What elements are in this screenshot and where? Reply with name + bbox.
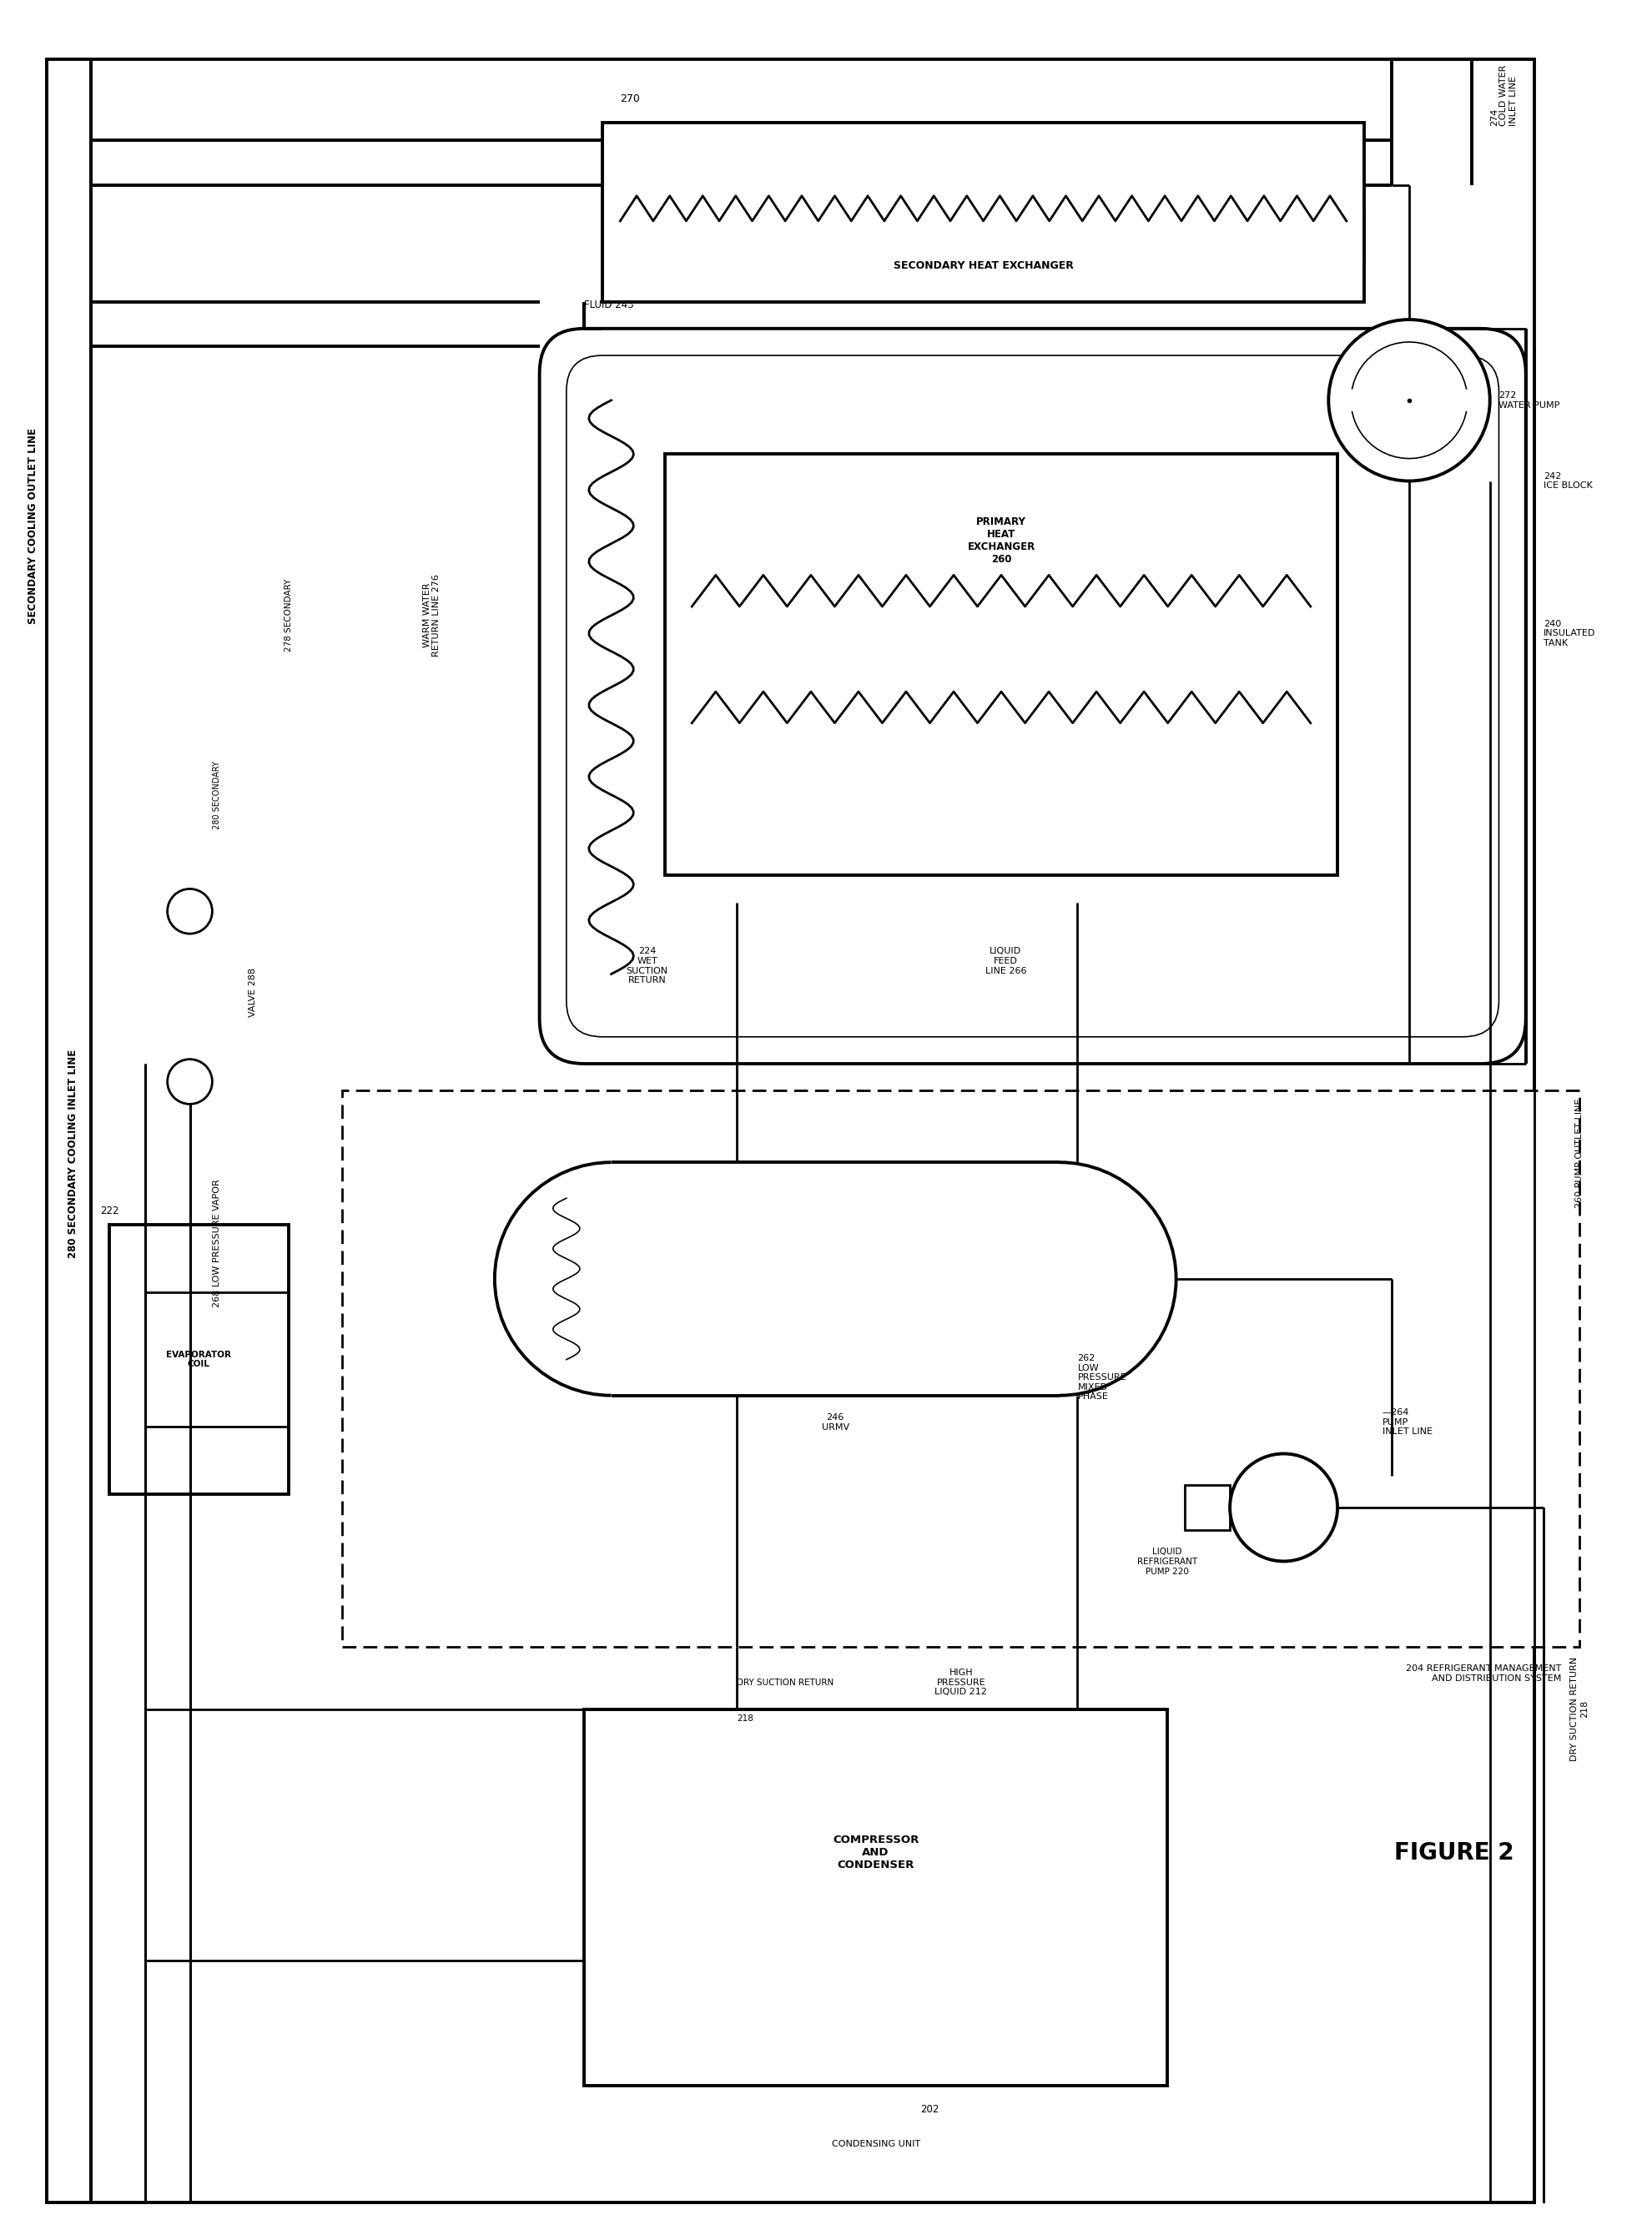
Text: EVAPORATOR
COIL: EVAPORATOR COIL: [167, 1350, 231, 1368]
Text: 262
LOW
PRESSURE
MIXED
PHASE: 262 LOW PRESSURE MIXED PHASE: [1077, 1354, 1125, 1401]
Text: 242
ICE BLOCK: 242 ICE BLOCK: [1543, 472, 1593, 489]
Text: 268 LOW PRESSURE VAPOR: 268 LOW PRESSURE VAPOR: [213, 1178, 221, 1307]
Bar: [342, 1091, 1579, 1647]
Bar: [1184, 1484, 1229, 1531]
Text: LIQUID
REFRIGERANT
PUMP 220: LIQUID REFRIGERANT PUMP 220: [1137, 1549, 1196, 1576]
Circle shape: [1229, 1453, 1336, 1562]
Text: SECONDARY COOLING OUTLET LINE: SECONDARY COOLING OUTLET LINE: [28, 427, 38, 624]
Bar: [611, 1162, 1059, 1395]
Bar: [664, 454, 1336, 876]
Text: 240
INSULATED
TANK: 240 INSULATED TANK: [1543, 619, 1594, 648]
Circle shape: [167, 1059, 211, 1104]
Text: 280 SECONDARY COOLING INLET LINE: 280 SECONDARY COOLING INLET LINE: [68, 1048, 79, 1258]
Text: 204 REFRIGERANT MANAGEMENT
AND DISTRIBUTION SYSTEM: 204 REFRIGERANT MANAGEMENT AND DISTRIBUT…: [1406, 1665, 1561, 1683]
Bar: [585, 1710, 1166, 2085]
Text: 222: 222: [101, 1205, 119, 1216]
Text: DRY SUCTION RETURN: DRY SUCTION RETURN: [737, 1678, 833, 1687]
Text: —264
PUMP
INLET LINE: —264 PUMP INLET LINE: [1381, 1408, 1432, 1437]
Text: 202: 202: [920, 2103, 938, 2114]
Text: PRIMARY
HEAT
EXCHANGER
260: PRIMARY HEAT EXCHANGER 260: [966, 516, 1034, 565]
Text: COMPRESSOR
AND
CONDENSER: COMPRESSOR AND CONDENSER: [833, 1835, 919, 1871]
Text: DRY SUCTION RETURN
218: DRY SUCTION RETURN 218: [1569, 1656, 1588, 1761]
Text: 272
WATER PUMP: 272 WATER PUMP: [1498, 391, 1559, 409]
Circle shape: [1328, 320, 1488, 481]
Text: WARM WATER
RETURN LINE 276: WARM WATER RETURN LINE 276: [423, 574, 441, 657]
Circle shape: [167, 890, 211, 934]
FancyBboxPatch shape: [539, 329, 1525, 1064]
FancyBboxPatch shape: [567, 355, 1498, 1037]
Text: VALVE 288: VALVE 288: [248, 968, 256, 1017]
Text: LIQUID
FEED
LINE 266: LIQUID FEED LINE 266: [985, 948, 1026, 974]
Text: 224
WET
SUCTION
RETURN: 224 WET SUCTION RETURN: [626, 948, 667, 986]
Text: FLUID 243: FLUID 243: [585, 299, 634, 311]
Text: 246
URMV: 246 URMV: [821, 1413, 849, 1430]
Text: 218: 218: [737, 1714, 753, 1723]
Bar: [109, 1225, 289, 1493]
Text: SECONDARY HEAT EXCHANGER: SECONDARY HEAT EXCHANGER: [892, 259, 1072, 270]
Text: 278 SECONDARY: 278 SECONDARY: [284, 579, 292, 653]
Text: CONDENSING UNIT: CONDENSING UNIT: [831, 2139, 920, 2148]
Text: 280 SECONDARY: 280 SECONDARY: [213, 760, 221, 829]
Text: HIGH
PRESSURE
LIQUID 212: HIGH PRESSURE LIQUID 212: [935, 1670, 986, 1696]
Bar: [601, 123, 1363, 302]
Text: 274
COLD WATER
INLET LINE: 274 COLD WATER INLET LINE: [1488, 65, 1517, 125]
Text: FIGURE 2: FIGURE 2: [1393, 1842, 1513, 1864]
Text: 270: 270: [620, 94, 639, 105]
Text: 260 PUMP OUTLET LINE: 260 PUMP OUTLET LINE: [1574, 1100, 1583, 1209]
